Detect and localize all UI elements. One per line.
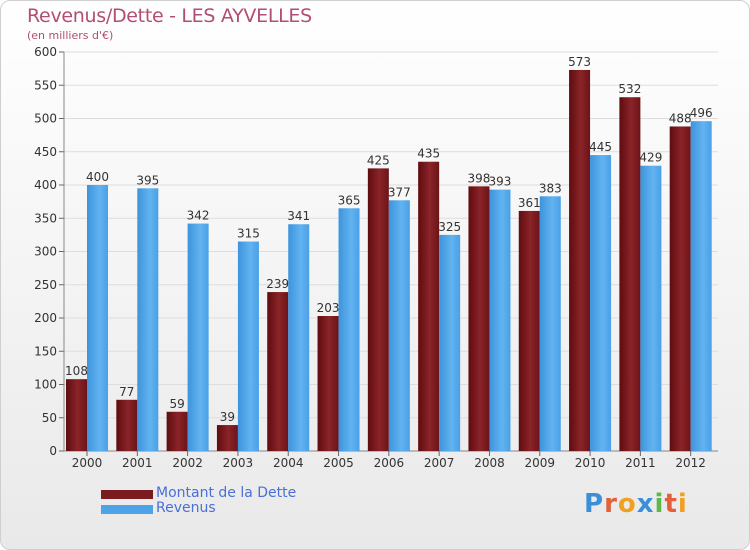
bar-revenus <box>388 200 410 451</box>
logo-letter: o <box>617 489 637 519</box>
bar-dette <box>418 161 440 451</box>
data-label-dette: 532 <box>618 82 641 96</box>
y-tick-label: 250 <box>34 278 57 292</box>
data-label-revenus: 445 <box>589 140 612 154</box>
logo-letter: i <box>654 489 665 519</box>
data-label-dette: 203 <box>317 301 340 315</box>
data-label-dette: 425 <box>367 153 390 167</box>
bar-revenus <box>590 155 612 451</box>
data-label-revenus: 342 <box>187 209 210 223</box>
x-tick-label: 2011 <box>625 456 656 470</box>
x-tick-label: 2005 <box>323 456 354 470</box>
data-label-dette: 573 <box>568 55 591 69</box>
y-tick-label: 150 <box>34 344 57 358</box>
data-label-revenus: 325 <box>438 220 461 234</box>
logo-letter: r <box>604 489 618 519</box>
y-tick-label: 400 <box>34 178 57 192</box>
legend-label-revenus: Revenus <box>156 500 216 516</box>
legend-swatch-dette <box>101 490 153 499</box>
y-tick-label: 100 <box>34 378 57 392</box>
data-label-revenus: 377 <box>388 185 411 199</box>
y-tick-label: 450 <box>34 145 57 159</box>
proxiti-logo: Proxiti <box>584 489 688 519</box>
bar-dette <box>468 186 490 451</box>
bar-dette <box>317 316 339 451</box>
data-label-revenus: 383 <box>539 181 562 195</box>
bar-dette <box>669 126 691 451</box>
y-tick-label: 600 <box>34 45 57 59</box>
bar-dette <box>569 69 591 451</box>
bar-revenus <box>690 121 712 451</box>
data-label-revenus: 400 <box>86 170 109 184</box>
bar-dette <box>619 97 641 451</box>
logo-letter: x <box>636 489 655 519</box>
chart-title: Revenus/Dette - LES AYVELLES <box>27 5 312 27</box>
data-label-dette: 108 <box>65 364 88 378</box>
data-label-revenus: 365 <box>338 193 361 207</box>
x-tick-label: 2007 <box>424 456 455 470</box>
data-label-revenus: 341 <box>287 209 310 223</box>
bar-revenus <box>87 185 108 451</box>
logo-letter: i <box>677 489 688 519</box>
y-tick-label: 550 <box>34 78 57 92</box>
data-label-revenus: 496 <box>690 106 713 120</box>
data-label-dette: 77 <box>119 385 134 399</box>
bar-revenus <box>640 165 662 451</box>
logo-letter: P <box>584 489 605 519</box>
data-label-revenus: 315 <box>237 227 260 241</box>
y-tick-label: 500 <box>34 112 57 126</box>
x-tick-label: 2004 <box>273 456 304 470</box>
bar-dette <box>166 411 188 451</box>
x-tick-label: 2009 <box>524 456 555 470</box>
x-tick-label: 2006 <box>374 456 405 470</box>
bar-revenus <box>539 196 561 451</box>
data-label-dette: 59 <box>169 397 184 411</box>
x-tick-label: 2000 <box>72 456 103 470</box>
y-tick-label: 50 <box>42 411 57 425</box>
legend-swatch-revenus <box>101 505 153 514</box>
data-label-dette: 488 <box>669 111 692 125</box>
legend-label-dette: Montant de la Dette <box>156 485 297 501</box>
logo-letter: t <box>664 489 678 519</box>
data-label-dette: 361 <box>518 196 541 210</box>
bar-dette <box>66 379 87 451</box>
bar-dette <box>216 425 238 451</box>
y-tick-label: 350 <box>34 211 57 225</box>
bar-revenus <box>237 241 259 451</box>
y-tick-label: 300 <box>34 245 57 259</box>
y-tick-label: 200 <box>34 311 57 325</box>
x-tick-label: 2001 <box>122 456 153 470</box>
data-label-dette: 239 <box>266 277 289 291</box>
x-tick-label: 2002 <box>172 456 203 470</box>
data-label-dette: 398 <box>468 171 491 185</box>
bar-dette <box>267 292 289 451</box>
bar-revenus <box>489 189 511 451</box>
chart-subtitle: (en milliers d'€) <box>27 29 114 42</box>
bar-dette <box>367 168 389 451</box>
x-tick-label: 2012 <box>675 456 706 470</box>
data-label-revenus: 393 <box>489 175 512 189</box>
x-tick-label: 2008 <box>474 456 505 470</box>
x-tick-label: 2003 <box>223 456 254 470</box>
bar-revenus <box>338 208 360 451</box>
bar-revenus <box>137 188 159 451</box>
x-tick-label: 2010 <box>575 456 606 470</box>
data-label-revenus: 395 <box>136 173 159 187</box>
data-label-dette: 39 <box>220 410 235 424</box>
bar-revenus <box>187 223 209 451</box>
bar-dette <box>518 210 540 451</box>
bar-revenus <box>439 234 461 451</box>
data-label-revenus: 429 <box>639 151 662 165</box>
data-label-dette: 435 <box>417 147 440 161</box>
bar-dette <box>116 399 138 451</box>
y-tick-label: 0 <box>49 444 57 458</box>
bar-revenus <box>288 224 310 451</box>
